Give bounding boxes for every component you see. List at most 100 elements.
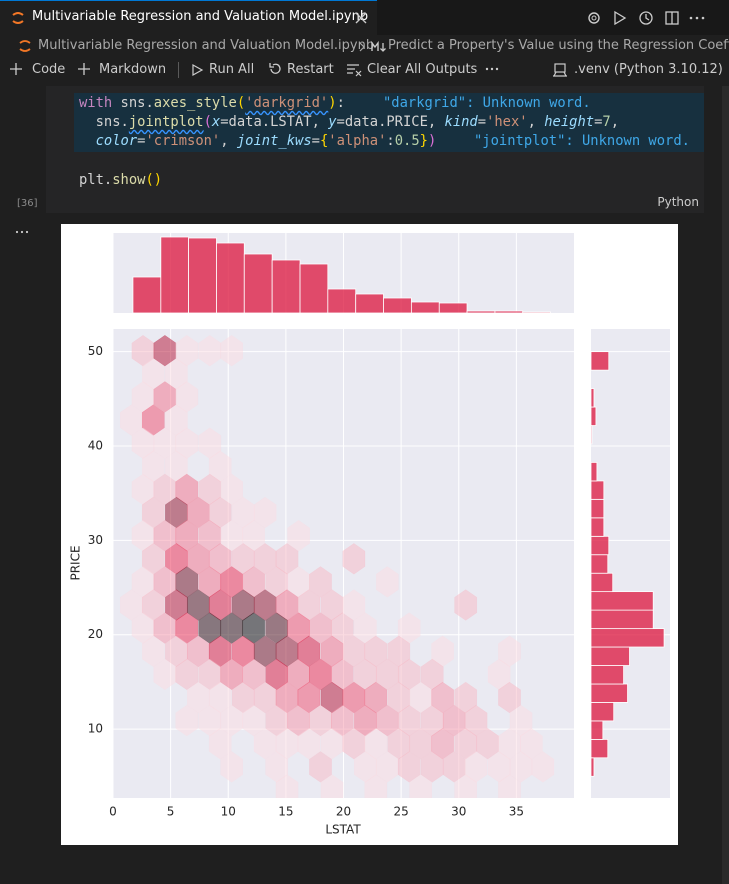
x-axis-label: LSTAT	[325, 823, 361, 837]
histogram-bar	[590, 609, 654, 630]
hex-cell	[220, 473, 244, 506]
histogram-bar	[590, 498, 605, 519]
token: }	[419, 133, 428, 149]
histogram-bar	[590, 702, 615, 722]
hex-cell	[409, 774, 433, 798]
restart-icon[interactable]	[268, 62, 282, 76]
token: )	[153, 172, 163, 188]
kernel-icon[interactable]	[552, 62, 568, 78]
clear-icon[interactable]	[346, 63, 362, 77]
x-tick-label: 0	[109, 805, 117, 819]
x-tick-label: 25	[393, 805, 408, 819]
token: (	[236, 95, 246, 111]
histogram-bar	[243, 253, 273, 314]
hex-cell	[287, 519, 310, 552]
histogram-bar	[590, 517, 605, 537]
x-tick-label: 15	[278, 805, 293, 819]
code-line: plt.show()	[79, 171, 162, 190]
token: 7	[602, 114, 611, 130]
add-icon[interactable]	[77, 62, 91, 76]
token: =data.PRICE,	[336, 114, 445, 130]
hex-cell	[242, 704, 265, 737]
breadcrumb-separator	[359, 40, 386, 52]
toolbar-button[interactable]: Code	[32, 62, 66, 77]
run-icon[interactable]	[190, 63, 204, 77]
histogram-bar	[590, 757, 595, 777]
token: (	[203, 114, 212, 130]
execution-count: [36]	[17, 198, 38, 209]
toolbar-button[interactable]: Restart	[287, 62, 334, 77]
hex-cell	[297, 727, 321, 760]
toolbar-button[interactable]: Markdown	[99, 62, 167, 77]
histogram-bar	[590, 351, 610, 371]
code-line: with sns.axes_style('darkgrid'):	[79, 94, 345, 113]
y-tick-label: 30	[88, 533, 103, 547]
histogram-bar	[438, 302, 468, 314]
toolbar-button[interactable]: Run All	[209, 62, 255, 77]
more-icon[interactable]	[484, 64, 500, 74]
histogram-bar	[383, 297, 412, 314]
token: :	[386, 133, 395, 149]
selection-highlight	[74, 93, 704, 152]
output-menu[interactable]	[14, 228, 30, 236]
hex-cell	[141, 635, 165, 668]
token	[79, 133, 96, 149]
histogram-bar	[299, 263, 329, 314]
hex-cell	[342, 543, 366, 575]
histogram-bar	[590, 406, 597, 426]
add-icon[interactable]	[9, 62, 23, 76]
histogram-bar	[132, 276, 162, 314]
active-tab[interactable]	[0, 0, 377, 35]
code-line: sns.jointplot(x=data.LSTAT, y=data.PRICE…	[79, 113, 619, 132]
hex-cell	[220, 334, 244, 367]
histogram-bar	[590, 720, 604, 740]
x-tick-label: 10	[221, 805, 236, 819]
spell-hint: "jointplot": Unknown word.	[474, 133, 690, 149]
y-axis-label: PRICE	[69, 545, 83, 580]
hex-cell	[220, 751, 244, 783]
hex-cell	[309, 566, 332, 598]
token: ,	[527, 114, 545, 130]
cell-language[interactable]: Python	[657, 195, 699, 209]
hex-cell	[531, 751, 555, 783]
spell-hint: "darkgrid": Unknown word.	[383, 95, 591, 111]
tab-title[interactable]: Multivariable Regression and Valuation M…	[32, 9, 369, 24]
close-tab[interactable]	[355, 12, 367, 24]
token: joint_kws	[236, 133, 312, 149]
token: :	[336, 95, 345, 111]
token: height	[544, 114, 595, 130]
kernel-picker[interactable]: .venv (Python 3.10.12)	[574, 62, 723, 77]
histogram-bar	[410, 301, 440, 314]
histogram-bar	[590, 646, 630, 666]
token: color	[95, 133, 138, 149]
token: plt.	[79, 172, 113, 188]
hex-cell	[498, 774, 521, 798]
breadcrumb-section[interactable]: Predict a Property's Value using the Reg…	[388, 38, 729, 53]
editor-actions[interactable]	[585, 9, 715, 27]
histogram-bar	[327, 288, 357, 314]
breadcrumb-file[interactable]: Multivariable Regression and Valuation M…	[38, 38, 375, 53]
histogram-bar	[590, 591, 654, 611]
hex-cell	[175, 658, 199, 691]
histogram-bar	[355, 293, 384, 314]
token: kind	[444, 114, 478, 130]
token: axes_style	[153, 95, 237, 111]
histogram-bar	[590, 480, 605, 500]
histogram-bar	[590, 554, 609, 574]
token: sns.	[112, 95, 154, 111]
token: )	[427, 133, 437, 149]
scrollbar[interactable]	[722, 86, 729, 884]
toolbar-button[interactable]: Clear All Outputs	[367, 62, 478, 77]
y-tick-label: 20	[88, 627, 103, 641]
hexbin-layer	[120, 334, 555, 798]
histogram-bar	[590, 738, 609, 759]
token: )	[328, 95, 337, 111]
hex-cell	[175, 704, 199, 737]
token: x	[211, 114, 221, 130]
token: =	[311, 133, 320, 149]
hex-cell	[253, 496, 277, 529]
breadcrumb-icon	[19, 40, 31, 52]
token: ,	[610, 114, 620, 130]
hex-cell	[498, 681, 521, 714]
